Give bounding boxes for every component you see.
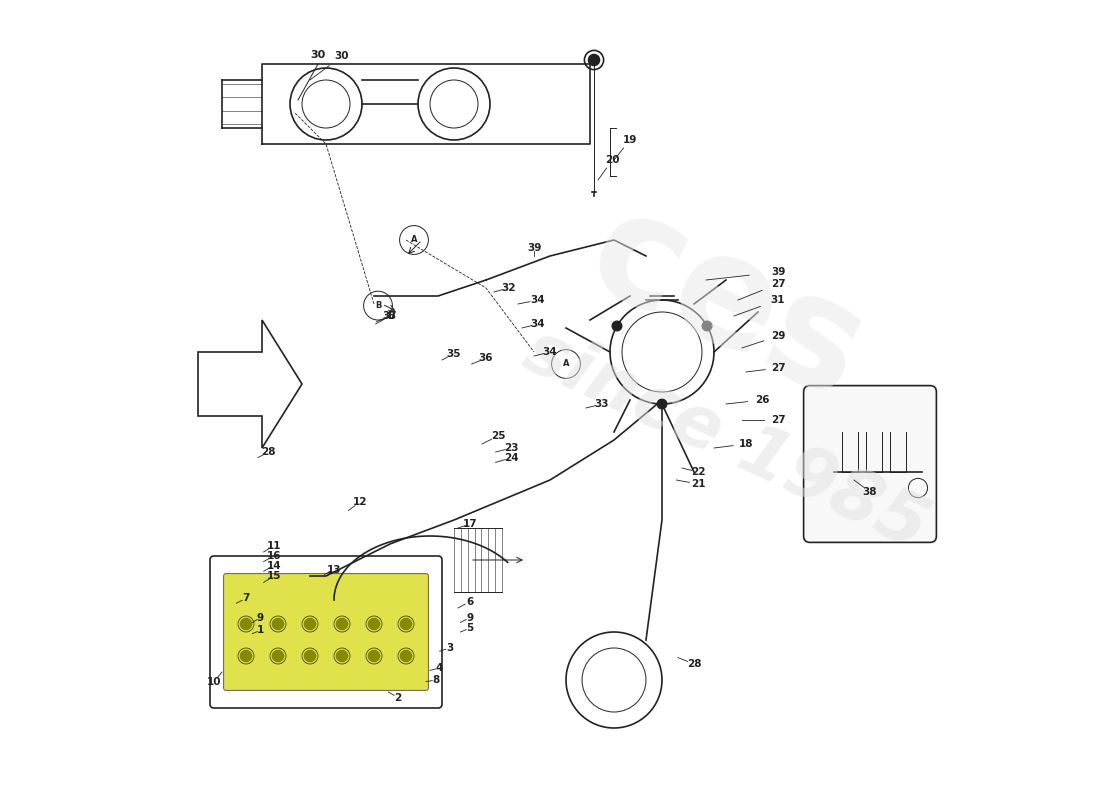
Text: 19: 19 bbox=[623, 135, 637, 145]
Circle shape bbox=[400, 618, 411, 630]
Text: 12: 12 bbox=[352, 498, 367, 507]
Text: 3: 3 bbox=[447, 643, 453, 653]
Text: 13: 13 bbox=[327, 565, 341, 574]
Circle shape bbox=[613, 321, 621, 331]
Text: ces: ces bbox=[565, 176, 887, 432]
Circle shape bbox=[588, 54, 600, 66]
Text: 18: 18 bbox=[739, 439, 754, 449]
Text: 34: 34 bbox=[530, 295, 546, 305]
Text: 16: 16 bbox=[266, 551, 282, 561]
Circle shape bbox=[368, 650, 379, 662]
Text: 23: 23 bbox=[504, 443, 519, 453]
FancyBboxPatch shape bbox=[223, 574, 428, 690]
Text: 34: 34 bbox=[542, 347, 558, 357]
Text: 30: 30 bbox=[334, 51, 350, 61]
Text: 22: 22 bbox=[691, 467, 705, 477]
Circle shape bbox=[305, 650, 316, 662]
Circle shape bbox=[273, 650, 284, 662]
Text: 24: 24 bbox=[504, 453, 519, 462]
Text: 6: 6 bbox=[466, 597, 474, 606]
Text: A: A bbox=[563, 359, 570, 369]
Text: 10: 10 bbox=[207, 677, 221, 686]
Text: 34: 34 bbox=[530, 319, 546, 329]
Text: 9: 9 bbox=[466, 613, 474, 622]
Circle shape bbox=[337, 650, 348, 662]
Text: 5: 5 bbox=[466, 623, 474, 633]
Text: B: B bbox=[387, 311, 396, 321]
Text: 21: 21 bbox=[691, 479, 705, 489]
Text: 7: 7 bbox=[242, 594, 250, 603]
Text: 35: 35 bbox=[447, 349, 461, 358]
Text: 1: 1 bbox=[256, 626, 264, 635]
Text: 31: 31 bbox=[771, 295, 785, 305]
Circle shape bbox=[702, 321, 712, 331]
Text: 28: 28 bbox=[261, 447, 276, 457]
Circle shape bbox=[657, 399, 667, 409]
Text: 27: 27 bbox=[771, 363, 785, 373]
Text: 14: 14 bbox=[266, 561, 282, 570]
FancyBboxPatch shape bbox=[804, 386, 936, 542]
Text: 28: 28 bbox=[686, 659, 702, 669]
Circle shape bbox=[305, 618, 316, 630]
Text: 27: 27 bbox=[771, 415, 785, 425]
Text: 15: 15 bbox=[266, 571, 282, 581]
Text: 29: 29 bbox=[771, 331, 785, 341]
Text: 11: 11 bbox=[266, 541, 282, 550]
Circle shape bbox=[241, 618, 252, 630]
Text: 33: 33 bbox=[595, 399, 609, 409]
Circle shape bbox=[241, 650, 252, 662]
Text: 2: 2 bbox=[395, 693, 402, 702]
Text: 32: 32 bbox=[502, 283, 516, 293]
Text: 9: 9 bbox=[256, 613, 264, 622]
Text: B: B bbox=[375, 301, 382, 310]
Text: 39: 39 bbox=[527, 243, 541, 253]
Circle shape bbox=[273, 618, 284, 630]
Text: 36: 36 bbox=[478, 354, 493, 363]
Text: 20: 20 bbox=[605, 155, 619, 165]
Text: A: A bbox=[410, 235, 417, 245]
Circle shape bbox=[400, 650, 411, 662]
Text: 38: 38 bbox=[862, 487, 878, 497]
Text: 30: 30 bbox=[310, 50, 326, 60]
Text: 17: 17 bbox=[463, 519, 477, 529]
Text: 4: 4 bbox=[436, 663, 443, 673]
Circle shape bbox=[337, 618, 348, 630]
Circle shape bbox=[368, 618, 379, 630]
Text: 27: 27 bbox=[771, 279, 785, 289]
Text: 39: 39 bbox=[771, 267, 785, 277]
Text: 8: 8 bbox=[432, 675, 440, 685]
Text: 25: 25 bbox=[491, 431, 505, 441]
Text: 26: 26 bbox=[755, 395, 769, 405]
Text: since 1985: since 1985 bbox=[514, 316, 938, 564]
Text: 37: 37 bbox=[383, 311, 397, 321]
